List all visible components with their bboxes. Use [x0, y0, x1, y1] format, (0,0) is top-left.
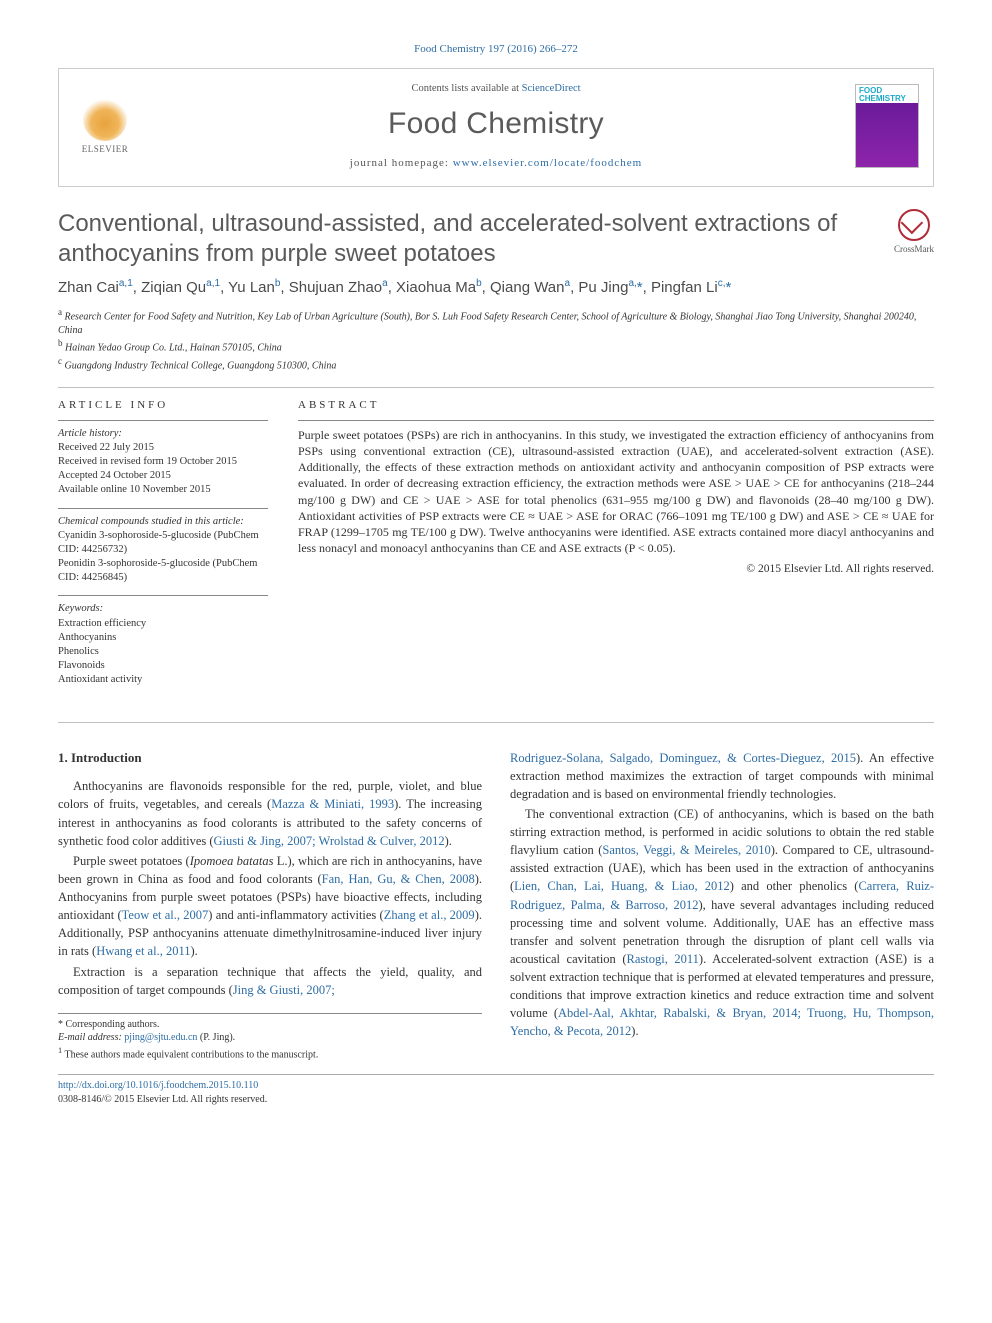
abstract-column: ABSTRACT Purple sweet potatoes (PSPs) ar… — [298, 398, 934, 698]
keywords-block: Keywords: Extraction efficiency Anthocya… — [58, 595, 268, 687]
publisher-logo[interactable]: ELSEVIER — [73, 97, 137, 156]
history-label: Article history: — [58, 427, 268, 441]
abstract-block: Purple sweet potatoes (PSPs) are rich in… — [298, 420, 934, 578]
para-2: Purple sweet potatoes (Ipomoea batatas L… — [58, 852, 482, 961]
doi-link[interactable]: http://dx.doi.org/10.1016/j.foodchem.201… — [58, 1080, 258, 1091]
email-line: E-mail address: pjing@sjtu.edu.cn (P. Ji… — [58, 1031, 482, 1045]
corresponding-note: * Corresponding authors. — [58, 1018, 482, 1032]
keyword-0: Extraction efficiency — [58, 617, 268, 631]
crossmark-label: CrossMark — [894, 243, 934, 256]
compounds-block: Chemical compounds studied in this artic… — [58, 508, 268, 586]
history-2: Accepted 24 October 2015 — [58, 469, 268, 483]
article-info-column: ARTICLE INFO Article history: Received 2… — [58, 398, 268, 698]
contents-line: Contents lists available at ScienceDirec… — [137, 81, 855, 96]
article-info-head: ARTICLE INFO — [58, 398, 268, 414]
equal-contrib-note: 1 These authors made equivalent contribu… — [58, 1045, 482, 1062]
homepage-link[interactable]: www.elsevier.com/locate/foodchem — [453, 157, 643, 169]
homepage-line: journal homepage: www.elsevier.com/locat… — [137, 156, 855, 172]
journal-header: ELSEVIER Contents lists available at Sci… — [58, 68, 934, 187]
author-list: Zhan Caia,1, Ziqian Qua,1, Yu Lanb, Shuj… — [58, 277, 934, 298]
affiliation-c: c Guangdong Industry Technical College, … — [58, 355, 934, 373]
footer-bar: http://dx.doi.org/10.1016/j.foodchem.201… — [58, 1074, 934, 1108]
elsevier-logo: ELSEVIER — [73, 97, 137, 156]
history-0: Received 22 July 2015 — [58, 441, 268, 455]
cover-label: FOOD CHEMISTRY — [859, 87, 915, 103]
publisher-label: ELSEVIER — [82, 143, 129, 156]
citation-line: Food Chemistry 197 (2016) 266–272 — [58, 42, 934, 58]
keyword-1: Anthocyanins — [58, 631, 268, 645]
para-3: Extraction is a separation technique tha… — [58, 963, 482, 999]
divider — [58, 387, 934, 388]
crossmark-icon — [898, 209, 930, 241]
abstract-copyright: © 2015 Elsevier Ltd. All rights reserved… — [298, 562, 934, 578]
para-1: Anthocyanins are flavonoids responsible … — [58, 777, 482, 850]
sciencedirect-link[interactable]: ScienceDirect — [522, 83, 581, 94]
keyword-2: Phenolics — [58, 645, 268, 659]
journal-cover-thumbnail[interactable]: FOOD CHEMISTRY — [855, 84, 919, 168]
header-center: Contents lists available at ScienceDirec… — [137, 81, 855, 172]
history-3: Available online 10 November 2015 — [58, 483, 268, 497]
elsevier-tree-icon — [83, 97, 127, 141]
section-1-head: 1. Introduction — [58, 749, 482, 768]
affiliation-b: b Hainan Yedao Group Co. Ltd., Hainan 57… — [58, 337, 934, 355]
abstract-head: ABSTRACT — [298, 398, 934, 414]
abstract-text: Purple sweet potatoes (PSPs) are rich in… — [298, 427, 934, 557]
footnotes: * Corresponding authors. E-mail address:… — [58, 1013, 482, 1062]
compounds-label: Chemical compounds studied in this artic… — [58, 515, 268, 529]
affiliations: a Research Center for Food Safety and Nu… — [58, 306, 934, 373]
corresponding-email[interactable]: pjing@sjtu.edu.cn — [124, 1032, 197, 1043]
keyword-3: Flavonoids — [58, 659, 268, 673]
crossmark-badge[interactable]: CrossMark — [894, 209, 934, 256]
keyword-4: Antioxidant activity — [58, 673, 268, 687]
article-title: Conventional, ultrasound-assisted, and a… — [58, 209, 878, 269]
divider — [58, 722, 934, 723]
email-person: (P. Jing). — [200, 1032, 235, 1043]
history-1: Received in revised form 19 October 2015 — [58, 455, 268, 469]
para-4: Rodriguez-Solana, Salgado, Dominguez, & … — [510, 749, 934, 803]
page-root: Food Chemistry 197 (2016) 266–272 ELSEVI… — [0, 0, 992, 1138]
homepage-prefix: journal homepage: — [350, 157, 453, 169]
issn-line: 0308-8146/© 2015 Elsevier Ltd. All right… — [58, 1094, 267, 1105]
compound-1: Peonidin 3-sophoroside-5-glucoside (PubC… — [58, 557, 268, 585]
contents-prefix: Contents lists available at — [411, 83, 521, 94]
para-5: The conventional extraction (CE) of anth… — [510, 805, 934, 1041]
keywords-label: Keywords: — [58, 602, 268, 616]
email-label: E-mail address: — [58, 1032, 122, 1043]
affiliation-a: a Research Center for Food Safety and Nu… — [58, 306, 934, 337]
history-block: Article history: Received 22 July 2015 R… — [58, 420, 268, 498]
compound-0: Cyanidin 3-sophoroside-5-glucoside (PubC… — [58, 529, 268, 557]
journal-name: Food Chemistry — [137, 102, 855, 146]
body-two-column: 1. Introduction Anthocyanins are flavono… — [58, 749, 934, 1062]
info-abstract-row: ARTICLE INFO Article history: Received 2… — [58, 398, 934, 698]
title-row: Conventional, ultrasound-assisted, and a… — [58, 209, 934, 269]
